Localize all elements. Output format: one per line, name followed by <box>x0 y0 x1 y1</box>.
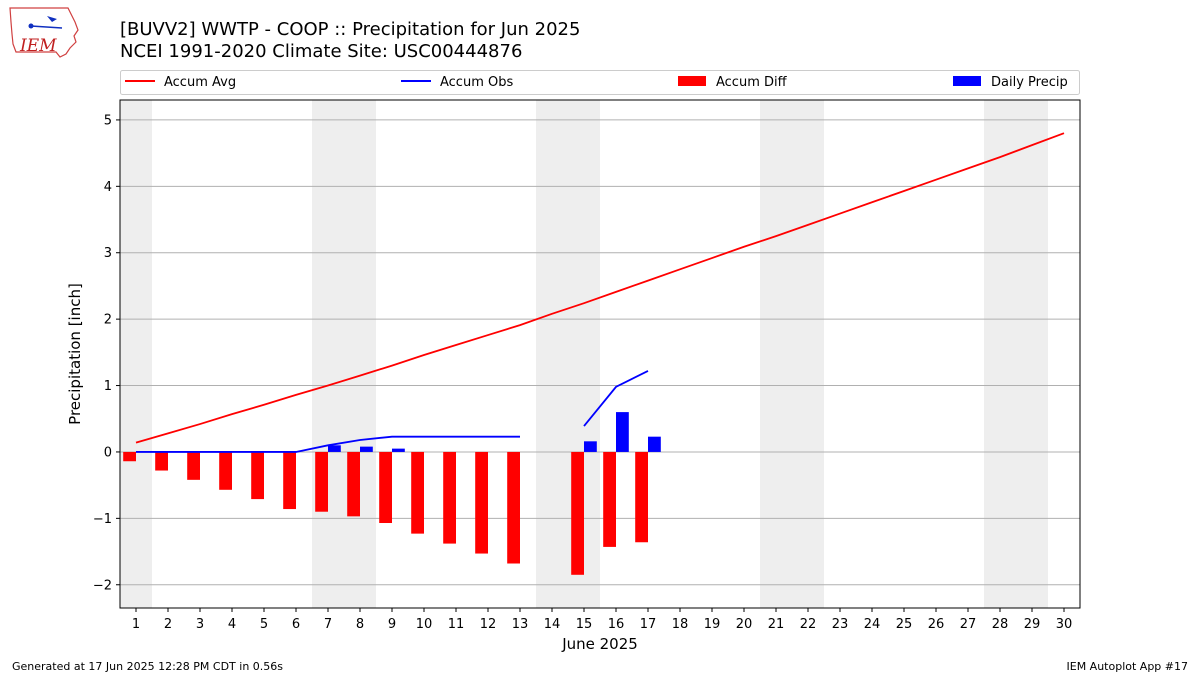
accum-diff-bar-day-9 <box>379 451 392 524</box>
accum-diff-bar-day-16 <box>603 451 616 547</box>
legend-label-accum-avg: Accum Avg <box>164 75 236 90</box>
lines <box>135 132 1065 453</box>
x-tick-label-15: 15 <box>576 617 593 632</box>
footer-app-id: IEM Autoplot App #17 <box>1067 660 1189 673</box>
y-tick-label--1: −1 <box>93 512 112 527</box>
weekend-band-2 <box>312 100 376 608</box>
daily-precip-bar-day-9 <box>392 448 405 452</box>
accum-diff-bar-day-12 <box>475 451 488 554</box>
x-tick-label-16: 16 <box>608 617 625 632</box>
legend-label-accum-obs: Accum Obs <box>440 75 513 90</box>
accum-diff-bar-day-1 <box>123 451 136 462</box>
y-tick-label-2: 2 <box>104 313 112 328</box>
x-tick-label-5: 5 <box>260 617 268 632</box>
x-tick-label-24: 24 <box>864 617 881 632</box>
x-tick-label-9: 9 <box>388 617 396 632</box>
logo-text: IEM <box>19 36 57 56</box>
daily-precip-bar-day-15 <box>584 441 597 452</box>
accum-diff-bar-day-6 <box>283 451 296 510</box>
x-tick-label-3: 3 <box>196 617 204 632</box>
y-tick-label--2: −2 <box>93 578 112 593</box>
weekend-band-5 <box>984 100 1048 608</box>
daily-precip-bar-day-8 <box>360 446 373 452</box>
accum-diff-bar-day-8 <box>347 451 360 517</box>
legend-box <box>120 70 1080 95</box>
x-axis-ticks: 1 2 3 4 5 6 7 8 9 10 11 12 13 14 15 16 17 18 19 20 21 22 23 24 2… <box>132 608 1072 632</box>
weekend-band-3 <box>536 100 600 608</box>
x-tick-label-6: 6 <box>292 617 300 632</box>
x-tick-label-20: 20 <box>736 617 753 632</box>
accum-diff-bar-day-5 <box>251 451 264 500</box>
accum-avg-line <box>135 132 1065 444</box>
x-tick-label-12: 12 <box>480 617 497 632</box>
accum-diff-bar-day-2 <box>155 451 168 471</box>
accum-diff-bar-day-13 <box>507 451 520 564</box>
weekend-band-4 <box>760 100 824 608</box>
legend-swatch-daily-precip <box>953 76 981 86</box>
accum-diff-bar-day-17 <box>635 451 648 543</box>
accum-obs-line-segment-2 <box>583 370 649 427</box>
x-tick-label-26: 26 <box>928 617 945 632</box>
accum-diff-bar-day-10 <box>411 451 424 534</box>
x-tick-label-8: 8 <box>356 617 364 632</box>
x-tick-label-23: 23 <box>832 617 849 632</box>
daily-precip-bar-day-17 <box>648 436 661 452</box>
x-tick-label-22: 22 <box>800 617 817 632</box>
weekend-shading <box>120 100 1048 608</box>
x-tick-label-28: 28 <box>992 617 1009 632</box>
accum-diff-bar-day-11 <box>443 451 456 544</box>
y-tick-label-3: 3 <box>104 246 112 261</box>
chart-title: [BUVV2] WWTP - COOP :: Precipitation for… <box>120 19 580 40</box>
legend-label-accum-diff: Accum Diff <box>716 75 788 90</box>
x-tick-label-19: 19 <box>704 617 721 632</box>
y-tick-label-4: 4 <box>104 180 112 195</box>
chart-subtitle: NCEI 1991-2020 Climate Site: USC00444876 <box>120 41 522 62</box>
legend-swatch-accum-diff <box>678 76 706 86</box>
iem-logo: IEM <box>9 7 79 58</box>
x-tick-label-17: 17 <box>640 617 657 632</box>
x-tick-label-11: 11 <box>448 617 465 632</box>
x-tick-label-13: 13 <box>512 617 529 632</box>
x-tick-label-29: 29 <box>1024 617 1041 632</box>
daily-precip-bar-day-7 <box>328 445 341 452</box>
x-tick-label-14: 14 <box>544 617 561 632</box>
legend: Accum Avg Accum Obs Accum Diff Daily Pre… <box>120 70 1080 95</box>
y-tick-label-0: 0 <box>104 445 112 460</box>
accum-obs-line-segment-1 <box>136 435 520 453</box>
plot-frame <box>119 99 1081 609</box>
legend-label-daily-precip: Daily Precip <box>991 75 1068 90</box>
bars <box>123 412 661 575</box>
x-axis-label: June 2025 <box>561 635 638 653</box>
accum-diff-bar-day-7 <box>315 451 328 512</box>
x-tick-label-27: 27 <box>960 617 977 632</box>
accum-diff-bar-day-3 <box>187 451 200 480</box>
accum-diff-bar-day-4 <box>219 451 232 490</box>
accum-diff-bar-day-15 <box>571 451 584 575</box>
x-tick-label-10: 10 <box>416 617 433 632</box>
x-tick-label-21: 21 <box>768 617 785 632</box>
y-tick-label-1: 1 <box>104 379 112 394</box>
y-axis-label: Precipitation [inch] <box>66 283 84 425</box>
iowa-map-outline <box>9 7 79 58</box>
x-tick-label-18: 18 <box>672 617 689 632</box>
y-axis-ticks: −2 −1 0 1 2 3 4 5 <box>93 113 120 593</box>
x-tick-label-4: 4 <box>228 617 236 632</box>
y-tick-label-5: 5 <box>104 113 112 128</box>
weekend-band-1 <box>120 100 152 608</box>
x-tick-label-30: 30 <box>1056 617 1073 632</box>
x-tick-label-25: 25 <box>896 617 913 632</box>
x-tick-label-7: 7 <box>324 617 332 632</box>
daily-precip-bar-day-16 <box>616 412 629 452</box>
x-tick-label-2: 2 <box>164 617 172 632</box>
x-tick-label-1: 1 <box>132 617 140 632</box>
footer-generated: Generated at 17 Jun 2025 12:28 PM CDT in… <box>12 660 283 673</box>
